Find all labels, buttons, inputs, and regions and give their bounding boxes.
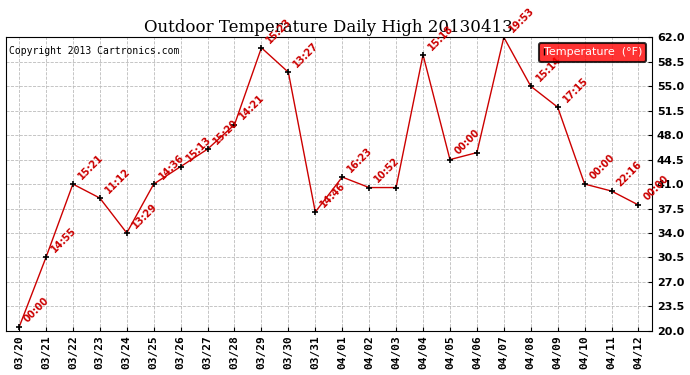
Text: 16:23: 16:23	[346, 145, 375, 174]
Text: 14:55: 14:55	[49, 226, 78, 255]
Text: 14:36: 14:36	[157, 152, 186, 181]
Text: 14:21: 14:21	[238, 93, 267, 122]
Text: 17:15: 17:15	[561, 75, 590, 104]
Text: 00:00: 00:00	[588, 152, 617, 181]
Text: 00:00: 00:00	[642, 173, 671, 202]
Text: 15:23: 15:23	[265, 16, 294, 45]
Text: 19:53: 19:53	[507, 6, 536, 34]
Text: 15:13: 15:13	[184, 135, 213, 164]
Text: 11:12: 11:12	[103, 166, 132, 195]
Text: 15:18: 15:18	[426, 23, 455, 52]
Text: 00:00: 00:00	[22, 296, 51, 324]
Text: 00:00: 00:00	[453, 128, 482, 157]
Text: 14:46: 14:46	[319, 180, 348, 209]
Legend: Temperature  (°F): Temperature (°F)	[539, 43, 647, 62]
Text: 15:14: 15:14	[534, 54, 563, 83]
Text: 15:20: 15:20	[210, 117, 240, 146]
Text: 13:29: 13:29	[130, 201, 159, 230]
Text: 13:27: 13:27	[292, 40, 321, 69]
Text: 15:21: 15:21	[76, 152, 105, 181]
Text: 10:52: 10:52	[373, 156, 402, 185]
Title: Outdoor Temperature Daily High 20130413: Outdoor Temperature Daily High 20130413	[144, 19, 513, 36]
Text: Copyright 2013 Cartronics.com: Copyright 2013 Cartronics.com	[9, 46, 179, 56]
Text: 22:16: 22:16	[615, 159, 644, 188]
